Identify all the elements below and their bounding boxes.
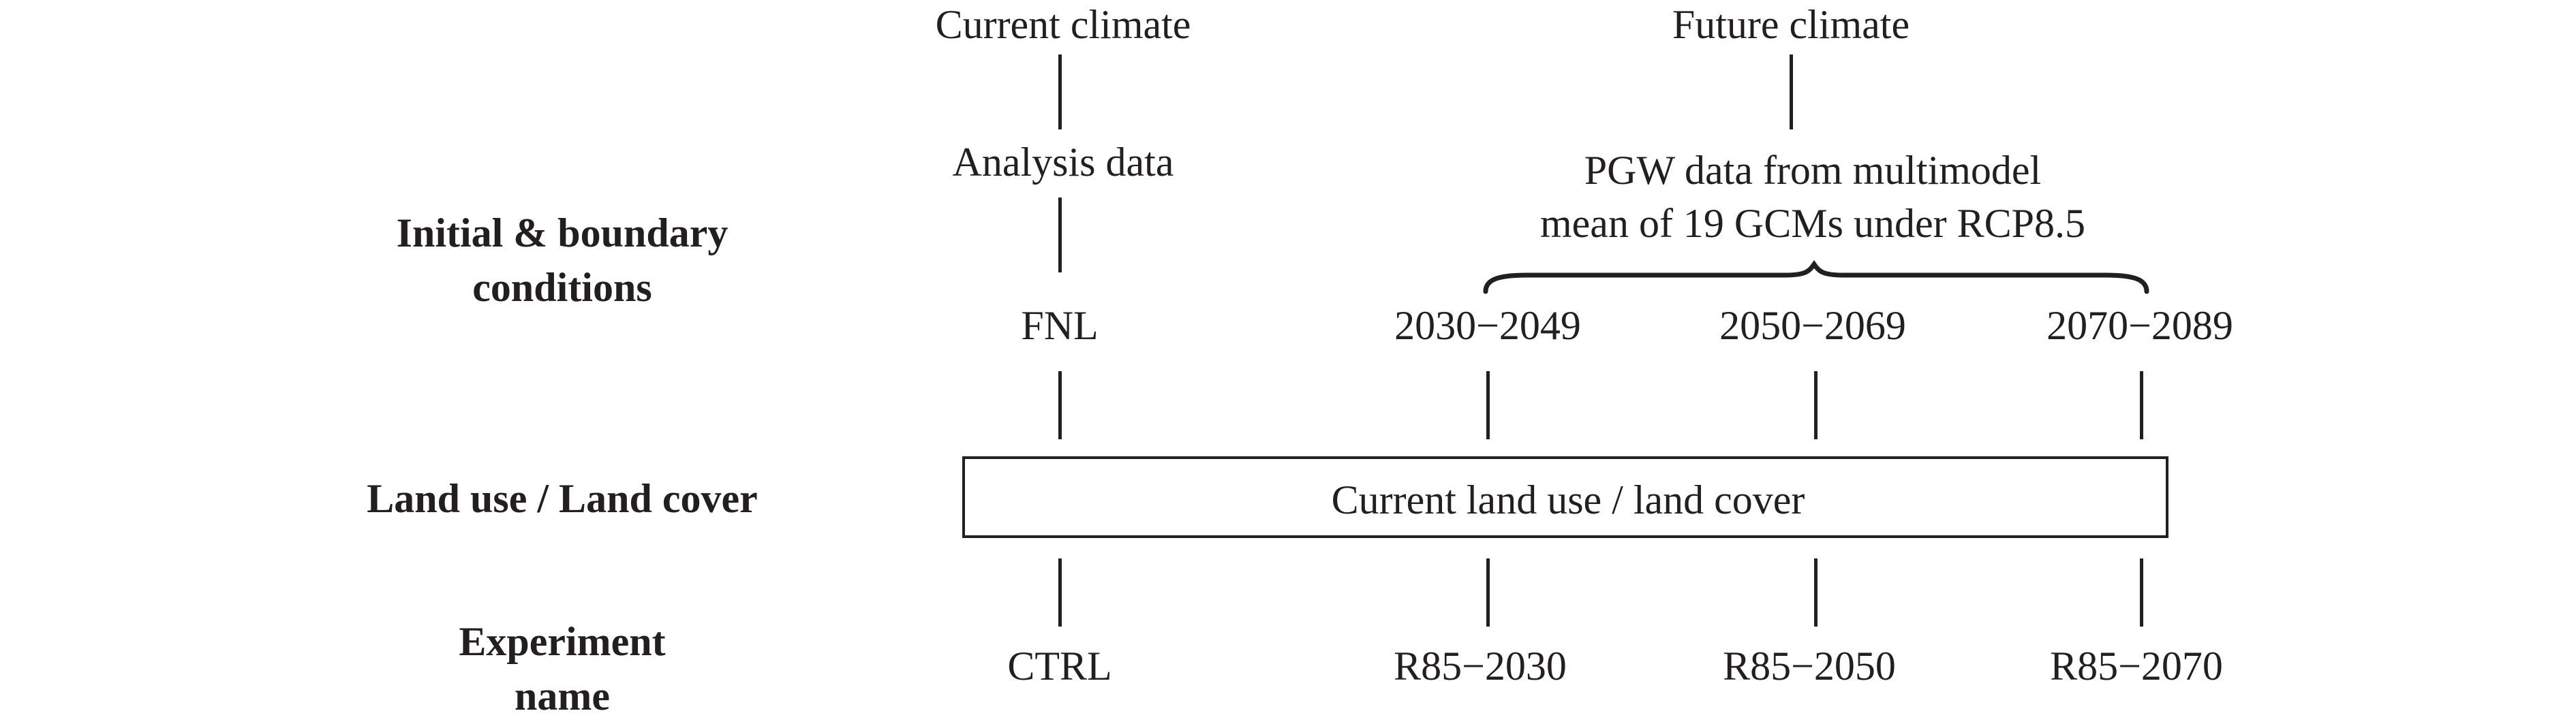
- period-2050-2069: 2050−2069: [1719, 305, 1906, 346]
- period-2070-2089: 2070−2089: [2046, 305, 2233, 346]
- land-use-box: Current land use / land cover: [962, 456, 2168, 538]
- experiment-r85-2050: R85−2050: [1723, 646, 1896, 686]
- period-2050-connector-top: [1814, 371, 1818, 439]
- experiment-r85-2030: R85−2030: [1394, 646, 1567, 686]
- period-2030-connector-bottom: [1486, 558, 1490, 627]
- period-2070-connector-top: [2140, 371, 2143, 439]
- period-2070-connector-bottom: [2140, 558, 2143, 627]
- land-use-box-label: Current land use / land cover: [1332, 479, 1805, 520]
- period-2030-2049: 2030−2049: [1394, 305, 1581, 346]
- experiment-r85-2070: R85−2070: [2050, 646, 2223, 686]
- period-2050-connector-bottom: [1814, 558, 1818, 627]
- period-2030-connector-top: [1486, 371, 1490, 439]
